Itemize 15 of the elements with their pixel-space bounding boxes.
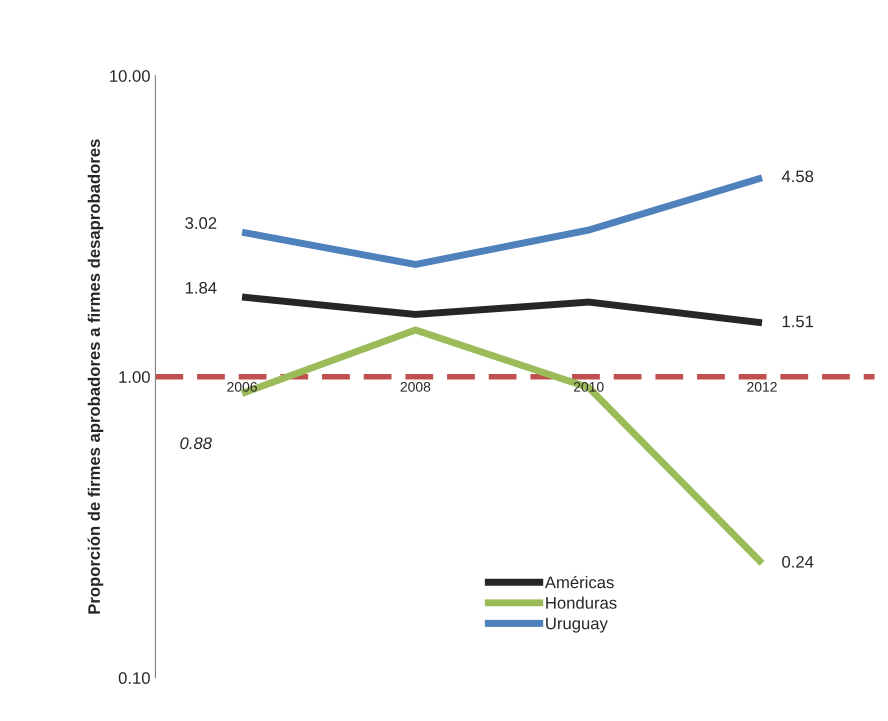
legend-label: Américas xyxy=(544,576,614,588)
y-tick-label: 1.00 xyxy=(119,371,150,383)
legend-label: Honduras xyxy=(546,596,617,609)
data-label: 0.88 xyxy=(180,437,212,450)
data-label: 0.24 xyxy=(782,556,814,568)
x-tick-label: 2008 xyxy=(400,382,430,392)
legend-label: Uruguay xyxy=(546,618,608,633)
data-label: 3.02 xyxy=(185,217,216,229)
y-tick-label: 0.10 xyxy=(118,672,150,684)
x-tick-label: 2012 xyxy=(747,382,777,392)
data-label: 4.58 xyxy=(782,170,814,182)
y-tick-label: 10.00 xyxy=(110,70,150,82)
data-label: 1.84 xyxy=(186,282,217,294)
y-axis-title: Proporción de firmes aprobadores a firmes desaprobadores xyxy=(88,139,104,614)
data-label: 1.51 xyxy=(782,316,814,328)
